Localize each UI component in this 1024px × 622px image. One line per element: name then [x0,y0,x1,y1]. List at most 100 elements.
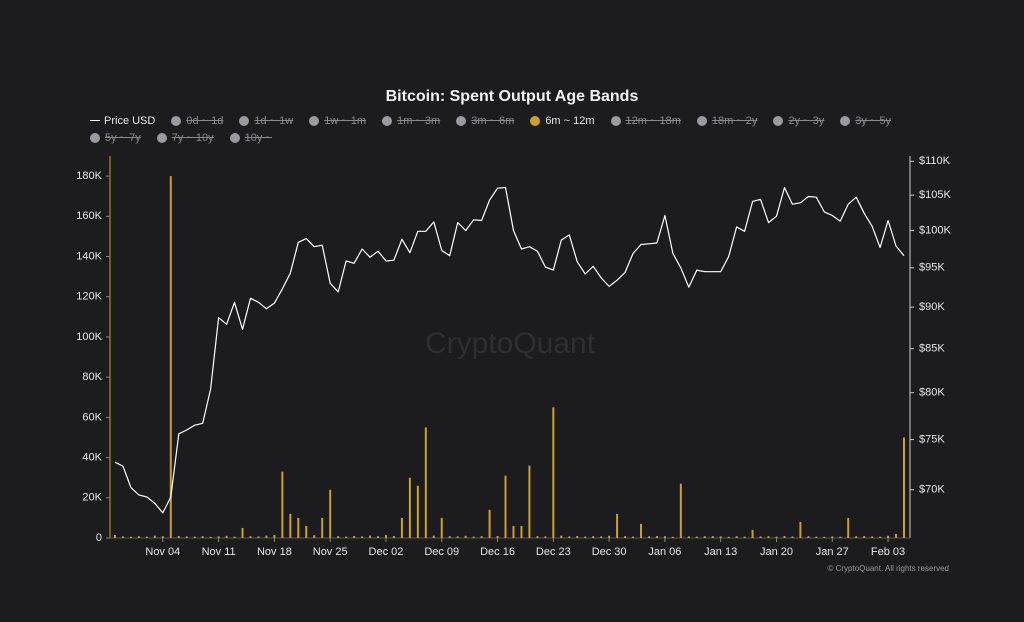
bar [329,489,332,538]
bar [839,536,842,538]
bar [456,536,459,538]
legend-item[interactable]: 1d ~ 1w [239,113,293,128]
bar [392,535,395,538]
legend-item[interactable]: 1w ~ 1m [309,113,366,128]
bar [640,523,642,538]
legend-item[interactable]: 10y ~ [229,130,272,145]
bar [831,536,834,538]
bar [464,535,467,538]
bar [863,535,866,538]
bar [895,533,898,538]
y-tick-label: 40K [82,451,102,463]
bar [743,536,746,538]
legend-icon [610,115,621,126]
bar [767,536,770,538]
legend-icon [773,115,784,126]
bar [799,521,802,538]
bar [448,536,451,538]
bar [337,536,340,538]
y2-tick-label: $95K [919,262,945,274]
bar [400,517,403,538]
bar [504,475,507,538]
bar [193,536,196,538]
bar [209,536,212,538]
bar [241,527,244,538]
legend-label: Price USD [104,114,156,127]
bar [520,525,523,538]
legend: Price USD 0d ~ 1d 1d ~ 1w 1w ~ 1m 1m ~ 3m 3m … [90,113,950,145]
y2-tick-label: $100K [919,224,951,236]
bar [185,536,188,538]
bar [719,536,722,538]
y-tick-label: 180K [76,170,102,182]
legend-item[interactable]: 2y ~ 3y [773,113,824,128]
legend-icon [156,132,167,143]
bar [480,536,483,538]
bar [281,471,284,538]
bar [424,427,427,538]
bar [711,535,714,538]
legend-item[interactable]: 7y ~ 10y [156,130,214,145]
legend-item[interactable]: 18m ~ 2y [696,113,757,128]
bar [313,535,316,538]
bar [114,534,116,538]
bar [217,536,220,538]
x-tick-label: Jan 06 [648,546,681,558]
bar [879,536,882,538]
y-tick-label: 80K [82,371,102,383]
legend-icon [456,115,467,126]
legend-label: 1m ~ 3m [397,114,441,127]
bar [751,529,754,538]
legend-icon [696,115,707,126]
legend-label: 7y ~ 10y [171,131,214,144]
bar [177,535,180,538]
bar [345,536,348,538]
bar [703,536,706,538]
bar [416,485,419,538]
x-tick-label: Jan 20 [760,546,793,558]
legend-icon [309,115,320,126]
bar [153,535,156,538]
bar [137,536,140,538]
legend-label: 2y ~ 3y [788,114,825,127]
x-tick-label: Nov 18 [257,546,292,558]
bar [384,534,387,538]
bar [647,536,650,538]
bar [663,536,666,538]
x-tick-label: Jan 13 [704,546,737,558]
legend-label: 1d ~ 1w [254,114,294,127]
legend-item[interactable]: 3m ~ 6m [456,113,514,128]
bar [249,536,252,538]
legend-item[interactable]: 0d ~ 1d [171,113,223,128]
legend-icon [239,115,250,126]
legend-label: 6m ~ 12m [545,114,595,127]
legend-item[interactable]: 6m ~ 12m [530,113,595,128]
y2-tick-label: $90K [919,301,945,313]
legend-label: 3m ~ 6m [471,114,515,127]
legend-item[interactable]: 12m ~ 18m [610,113,681,128]
bar [488,509,491,538]
bar [807,536,810,538]
legend-item[interactable]: 1m ~ 3m [382,113,440,128]
bar [783,535,786,538]
bar [472,536,475,538]
legend-item[interactable]: 3y ~ 5y [840,113,891,128]
bar [823,536,826,538]
bar [361,536,364,538]
legend-item[interactable]: Price USD [90,113,155,128]
bar [273,534,276,538]
y2-tick-label: $105K [919,189,951,201]
y-tick-label: 140K [76,250,102,262]
legend-label: 10y ~ [244,131,272,144]
bar [616,513,619,538]
y2-tick-label: $70K [919,484,945,496]
bar [265,535,268,538]
x-tick-label: Dec 23 [536,546,571,558]
x-tick-label: Nov 25 [313,546,348,558]
legend-label: 1w ~ 1m [324,114,367,127]
legend-icon [530,115,541,126]
legend-item[interactable]: 5y ~ 7y [90,130,141,145]
bar [536,536,539,538]
x-tick-label: Dec 16 [480,546,515,558]
